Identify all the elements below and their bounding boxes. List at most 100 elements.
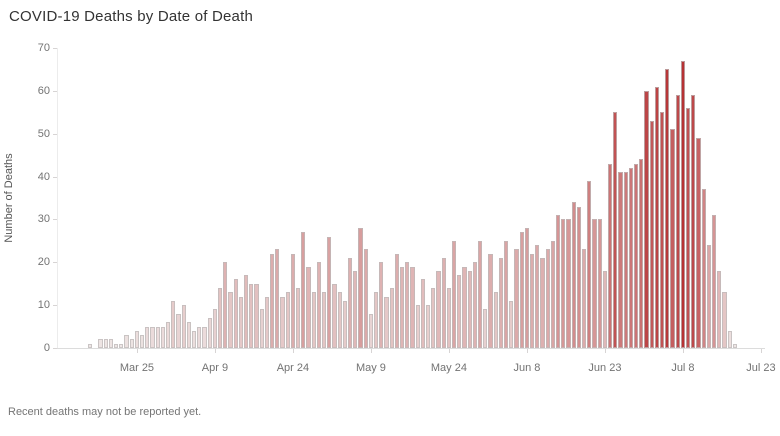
bar[interactable] [602,270,608,348]
bar[interactable] [431,288,436,348]
bar[interactable] [337,292,342,348]
bar[interactable] [660,112,665,348]
bar[interactable] [290,253,296,348]
bar[interactable] [150,326,155,348]
bar[interactable] [145,326,150,348]
bar[interactable] [358,228,363,348]
bar[interactable] [311,292,316,348]
bar[interactable] [628,168,634,348]
bar[interactable] [405,262,410,348]
bar[interactable] [98,339,103,348]
bar[interactable] [706,245,712,348]
bar[interactable] [623,172,628,348]
bar[interactable] [545,249,550,348]
bar[interactable] [410,266,415,348]
bar[interactable] [498,258,504,348]
bar[interactable] [202,326,207,348]
bar[interactable] [342,300,348,348]
bar[interactable] [556,215,561,348]
bar[interactable] [592,219,597,348]
bar[interactable] [582,249,587,348]
bar[interactable] [550,240,556,348]
bar[interactable] [587,180,592,348]
bar[interactable] [108,339,114,348]
bar[interactable] [576,206,582,348]
bar[interactable] [639,159,644,348]
bar[interactable] [530,253,535,348]
bar[interactable] [540,258,545,348]
bar[interactable] [441,258,446,348]
bar[interactable] [446,288,452,348]
bar[interactable] [186,322,192,348]
bar[interactable] [597,219,602,348]
bar[interactable] [223,262,228,348]
bar[interactable] [608,163,613,348]
bar[interactable] [654,86,660,348]
bar[interactable] [218,288,223,348]
bar[interactable] [301,232,306,348]
bar[interactable] [566,219,571,348]
bar[interactable] [244,275,249,348]
bar[interactable] [712,215,717,348]
bar[interactable] [363,249,368,348]
bar[interactable] [353,270,358,348]
bar[interactable] [249,283,254,348]
bar[interactable] [254,283,259,348]
bar[interactable] [275,249,280,348]
bar[interactable] [462,266,467,348]
bar[interactable] [686,108,691,348]
bar[interactable] [452,240,457,348]
bar[interactable] [483,309,488,348]
bar[interactable] [233,279,238,348]
bar[interactable] [197,326,202,348]
bar[interactable] [732,343,738,348]
bar[interactable] [306,266,311,348]
bar[interactable] [166,322,171,348]
bar[interactable] [316,262,322,348]
bar[interactable] [644,90,649,348]
bar[interactable] [722,292,727,348]
bar[interactable] [332,283,337,348]
bar[interactable] [264,296,270,348]
bar[interactable] [618,172,623,348]
bar[interactable] [181,305,186,348]
bar[interactable] [691,95,696,348]
bar[interactable] [509,300,514,348]
bar[interactable] [680,60,686,348]
bar[interactable] [415,305,420,348]
bar[interactable] [701,189,706,348]
bar[interactable] [389,288,394,348]
bar[interactable] [238,296,244,348]
bar[interactable] [171,300,176,348]
bar[interactable] [114,343,119,348]
bar[interactable] [160,326,166,348]
bar[interactable] [134,330,140,348]
bar[interactable] [155,326,160,348]
bar[interactable] [426,305,431,348]
bar[interactable] [207,318,212,348]
bar[interactable] [493,292,498,348]
bar[interactable] [285,292,290,348]
bar[interactable] [88,343,93,348]
bar[interactable] [524,228,530,348]
bar[interactable] [296,288,301,348]
bar[interactable] [176,313,181,348]
bar[interactable] [140,335,145,348]
bar[interactable] [514,249,519,348]
bar[interactable] [436,270,441,348]
bar[interactable] [119,343,124,348]
bar[interactable] [561,219,566,348]
bar[interactable] [571,202,576,348]
bar[interactable] [348,258,353,348]
bar[interactable] [665,69,670,348]
bar[interactable] [519,232,524,348]
bar[interactable] [504,240,509,348]
bar[interactable] [368,313,374,348]
bar[interactable] [322,292,327,348]
bar[interactable] [420,279,426,348]
bar[interactable] [327,236,332,348]
bar[interactable] [400,266,405,348]
bar[interactable] [727,330,732,348]
bar[interactable] [696,138,701,348]
bar[interactable] [384,296,389,348]
